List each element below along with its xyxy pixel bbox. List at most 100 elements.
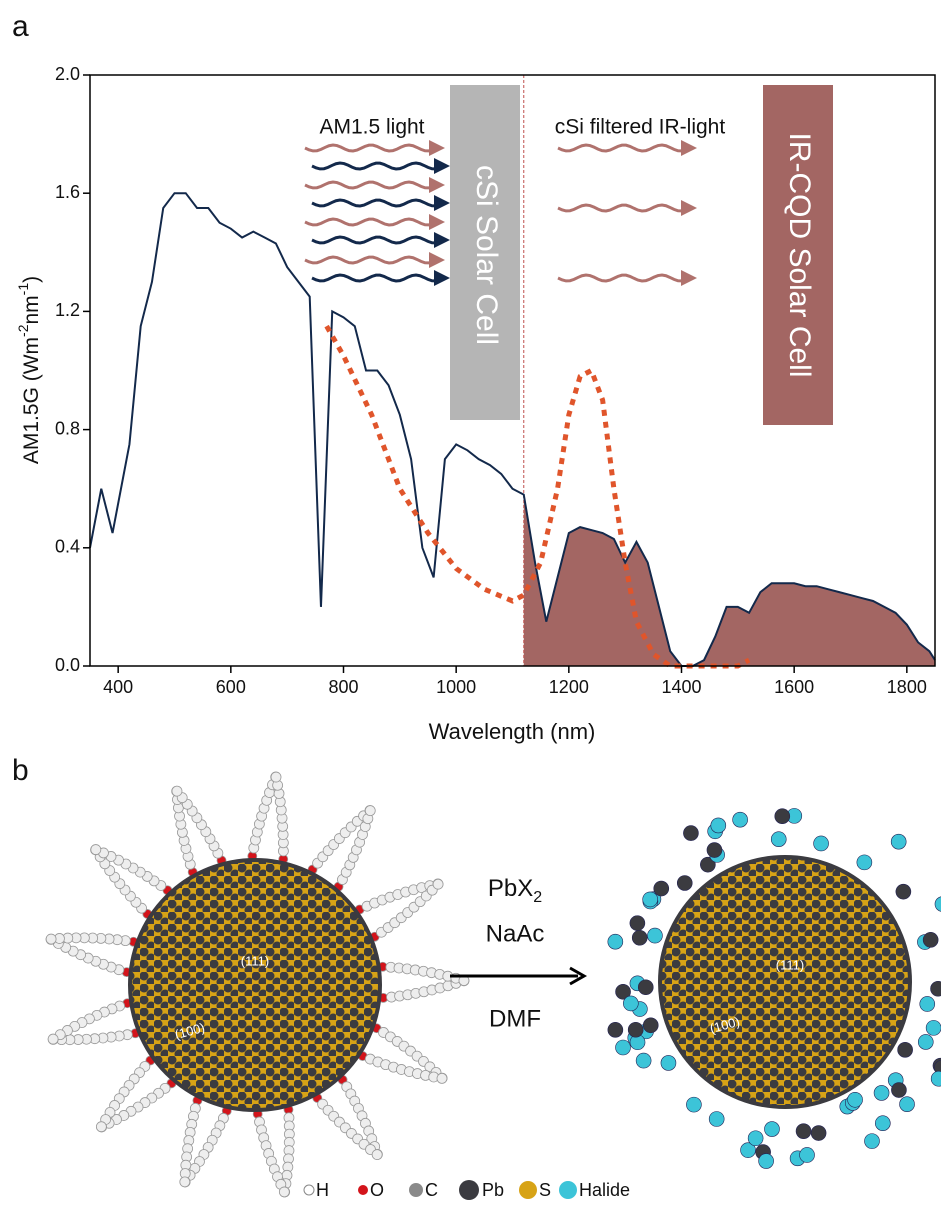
ligand-atom	[364, 805, 376, 817]
wave	[311, 161, 437, 171]
arrowhead	[429, 214, 445, 230]
ligand-atom	[90, 844, 102, 855]
y-label-part: )	[20, 276, 43, 283]
nanocrystal-edge	[128, 858, 382, 1112]
nanocrystal	[660, 857, 910, 1107]
halide	[764, 1121, 780, 1137]
lead	[930, 980, 941, 997]
y-label-sup: -2	[15, 324, 31, 337]
ligand-atom	[278, 1186, 290, 1198]
lead	[774, 808, 791, 825]
halide	[758, 1153, 774, 1169]
halide	[919, 996, 936, 1012]
halide	[890, 833, 907, 850]
wave	[557, 273, 687, 283]
arrowhead	[681, 270, 697, 286]
arrowhead	[429, 177, 445, 193]
wave	[304, 143, 434, 153]
legend-swatch	[559, 1181, 577, 1199]
legend-swatch	[519, 1181, 537, 1199]
wave	[557, 143, 687, 153]
ligand-atom	[95, 1121, 107, 1133]
halide	[732, 811, 748, 828]
facet-label: (111)	[776, 957, 804, 972]
cqd-box	[763, 85, 833, 425]
halide	[847, 1091, 863, 1108]
arrowhead	[434, 158, 450, 174]
plot-frame	[89, 74, 936, 667]
y-label-sup: -1	[15, 283, 31, 296]
y-label-part: nm	[20, 295, 43, 324]
halide	[615, 1039, 631, 1056]
series-line	[324, 324, 751, 669]
halide	[934, 896, 941, 912]
arrowhead	[681, 140, 697, 156]
cqd-label: IR-CQD Solar Cell	[783, 132, 816, 377]
ligand-atom	[47, 1033, 59, 1045]
lead	[653, 880, 670, 897]
halide	[660, 1055, 677, 1071]
arrowhead	[681, 200, 697, 216]
halide	[623, 995, 639, 1012]
legend-swatch	[459, 1180, 479, 1200]
halide	[917, 1034, 934, 1050]
x-tick-label: 1000	[436, 677, 476, 697]
wave	[304, 255, 434, 265]
lead	[637, 979, 654, 996]
lead	[629, 915, 646, 931]
wave	[311, 273, 437, 283]
legend-swatch	[358, 1185, 368, 1195]
halide	[813, 835, 829, 852]
lead	[615, 983, 631, 1000]
legend-label: S	[539, 1180, 551, 1200]
lead	[895, 883, 912, 900]
legend-label: C	[425, 1180, 438, 1200]
y-axis-label: AM1.5G (Wm-2nm-1)	[15, 276, 43, 464]
wave	[304, 217, 434, 227]
lead	[795, 1123, 812, 1139]
arrowhead	[429, 140, 445, 156]
halide	[899, 1096, 915, 1112]
legend-label: Halide	[579, 1180, 630, 1200]
halide	[642, 891, 658, 908]
solvent: DMF	[489, 1005, 541, 1032]
plot-area: cSi Solar Cell IR-CQD Solar Cell AM1.5 l…	[89, 75, 936, 669]
lead	[897, 1042, 913, 1058]
halide	[930, 1070, 941, 1087]
x-tick-label: 1200	[549, 677, 589, 697]
lead	[642, 1017, 659, 1034]
ligand-atom	[436, 1073, 448, 1084]
wave	[304, 180, 434, 190]
halide	[770, 831, 787, 848]
wave	[311, 235, 437, 245]
y-tick-label: 1.6	[55, 182, 80, 202]
halide	[686, 1096, 702, 1113]
halide	[925, 1020, 941, 1036]
lead	[627, 1021, 644, 1038]
halide	[875, 1115, 891, 1132]
lead	[683, 825, 699, 841]
y-tick-label: 0.8	[55, 418, 80, 438]
csi-box	[450, 85, 520, 420]
x-tick-label: 1800	[887, 677, 927, 697]
reagent: PbX2	[488, 875, 542, 906]
arrowhead	[434, 232, 450, 248]
halide	[799, 1147, 815, 1163]
x-tick-label: 600	[216, 677, 246, 697]
halide	[873, 1085, 890, 1101]
ligand-capped-dot	[45, 771, 470, 1198]
ligand-atom	[171, 785, 183, 797]
ligand-atom	[179, 1176, 191, 1188]
series-line	[89, 192, 936, 667]
nanocrystal-edge	[658, 855, 912, 1109]
halide	[710, 817, 727, 834]
ligand-atom	[432, 878, 444, 890]
annotation: cSi filtered IR-light	[555, 116, 726, 139]
panel-label: b	[12, 754, 29, 787]
lead	[891, 1082, 907, 1098]
halide-capped-dot	[607, 808, 941, 1169]
lead	[706, 842, 723, 858]
ligand-atom	[371, 1149, 383, 1160]
legend-swatch	[303, 1184, 315, 1196]
